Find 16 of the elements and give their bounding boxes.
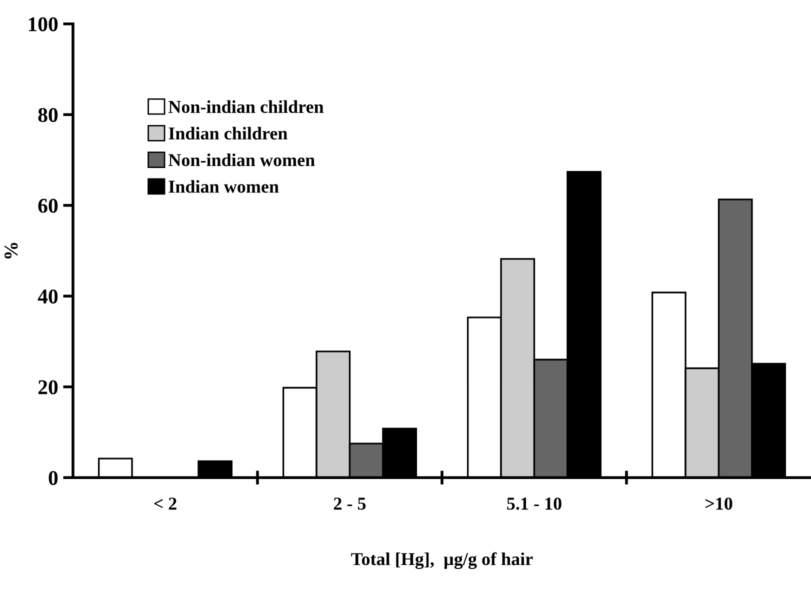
x-axis-title: Total [Hg], µg/g of hair <box>351 552 533 570</box>
y-tick-label: 20 <box>38 380 58 394</box>
legend-label: Non-indian children <box>168 100 324 114</box>
y-tick-label: 40 <box>38 289 58 304</box>
x-tick-label: 2 - 5 <box>334 498 366 510</box>
legend-label: Indian women <box>168 180 279 193</box>
y-tick-label: 0 <box>48 470 58 486</box>
y-axis-title: % <box>4 242 18 258</box>
legend-label: Indian children <box>168 126 288 140</box>
x-tick-label: 5.1 - 10 <box>507 498 562 510</box>
x-tick-label: < 2 <box>154 498 176 510</box>
y-tick-label: 100 <box>28 17 58 32</box>
y-tick-label: 60 <box>38 198 58 213</box>
legend-label: Non-indian women <box>168 153 315 166</box>
x-tick-label: >10 <box>705 498 732 510</box>
y-tick-label: 80 <box>38 108 58 122</box>
